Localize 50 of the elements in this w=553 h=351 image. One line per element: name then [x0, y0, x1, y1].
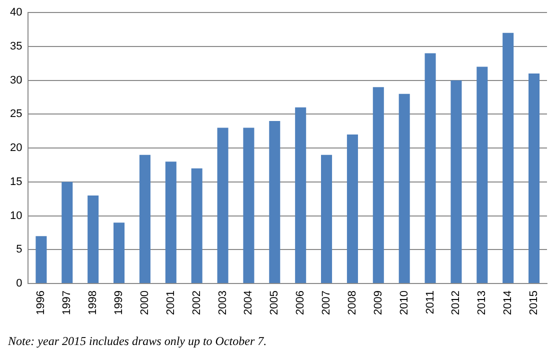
bar	[424, 53, 436, 284]
bar	[114, 222, 125, 284]
y-tick-label: 35	[10, 40, 22, 52]
bar	[62, 182, 73, 284]
x-tick-label: 1999	[113, 290, 126, 316]
bar	[191, 168, 202, 284]
x-tick-label: 2010	[398, 290, 410, 316]
y-tick-label: 25	[10, 108, 22, 120]
bar	[321, 154, 332, 284]
bar	[217, 128, 228, 284]
bar	[450, 80, 462, 284]
y-tick-label: 0	[16, 278, 22, 290]
y-tick-label: 30	[10, 74, 22, 86]
y-tick-label: 15	[10, 176, 22, 188]
bar	[502, 32, 514, 284]
x-tick-label: 2011	[424, 290, 436, 314]
text: Note: year 2015 includes draws only up to October 7.	[8, 334, 267, 349]
x-tick-label: 2003	[216, 290, 229, 316]
x-tick-label: 2008	[346, 290, 358, 316]
bar	[165, 162, 176, 284]
bar	[269, 120, 280, 284]
x-tick-label: 2004	[242, 290, 255, 316]
bar	[398, 94, 410, 284]
x-tick-label: 2013	[476, 290, 488, 316]
x-tick-label: 1997	[61, 290, 74, 316]
x-tick-label: 2012	[450, 290, 462, 316]
x-tick-label: 2001	[164, 290, 177, 316]
x-tick-label: 2000	[138, 290, 151, 316]
y-tick-label: 10	[10, 210, 22, 222]
x-tick-label: 2007	[320, 290, 333, 316]
bar	[36, 236, 47, 284]
y-tick-label: 5	[16, 244, 22, 256]
bar	[528, 74, 540, 284]
x-tick-label: 2006	[294, 290, 307, 316]
x-tick-label: 1998	[87, 290, 100, 316]
x-tick-label: 2009	[372, 290, 384, 316]
x-tick-label: 2002	[190, 290, 203, 316]
y-tick-label: 40	[10, 6, 22, 19]
bar	[346, 134, 358, 284]
bar	[243, 128, 254, 284]
x-tick-label: 1996	[35, 290, 48, 316]
x-tick-label: 2005	[268, 290, 281, 316]
y-tick-label: 20	[10, 142, 22, 154]
x-tick-label: 2014	[502, 290, 514, 316]
bar	[372, 87, 384, 284]
bar	[476, 66, 488, 284]
bar	[88, 195, 99, 284]
bar	[139, 154, 150, 284]
x-tick-label: 2015	[528, 290, 540, 316]
bar	[295, 107, 306, 284]
